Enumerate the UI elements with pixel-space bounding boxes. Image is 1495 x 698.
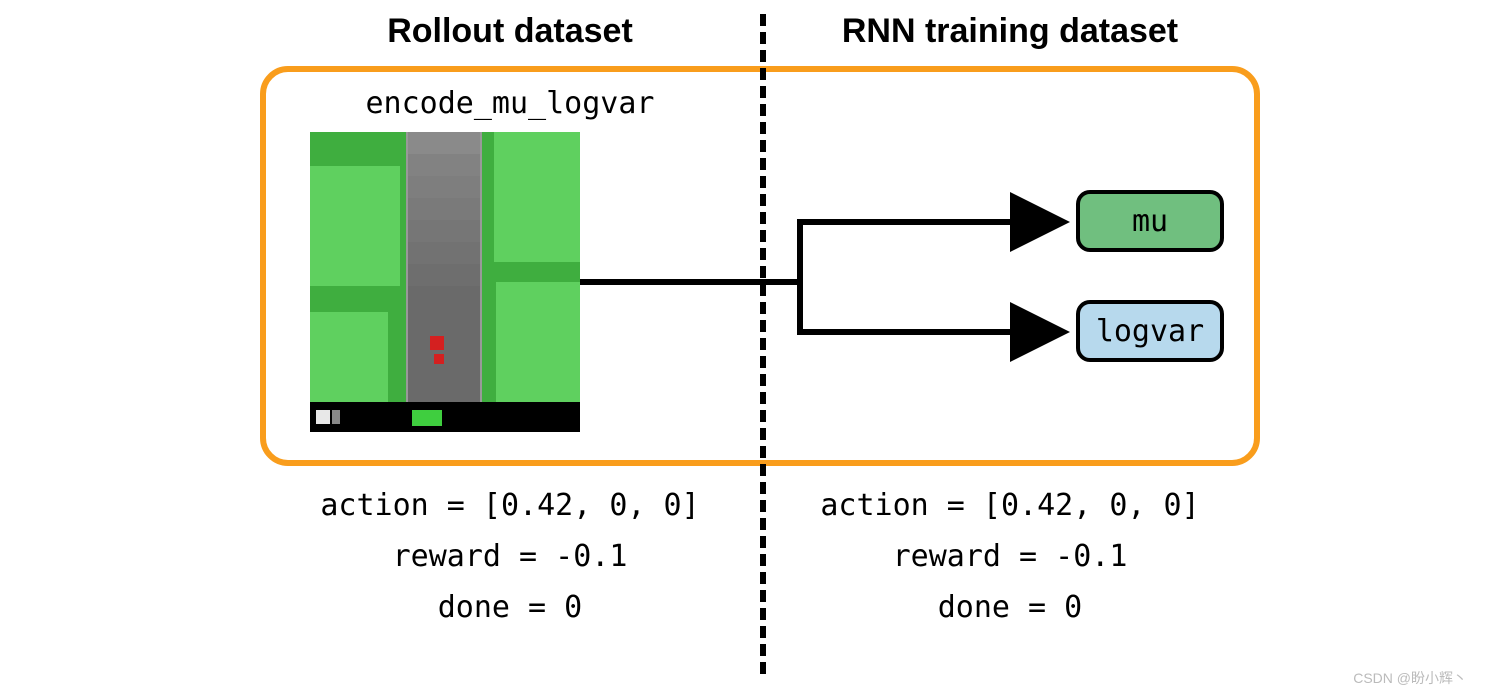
right-done: done = 0 [760,582,1260,633]
right-reward: reward = -0.1 [760,531,1260,582]
game-image [310,132,580,432]
diagram-container: Rollout dataset RNN training dataset enc… [260,0,1260,466]
encode-label: encode_mu_logvar [290,86,730,121]
left-reward: reward = -0.1 [260,531,760,582]
footer-right: action = [0.42, 0, 0] reward = -0.1 done… [760,480,1260,633]
node-logvar: logvar [1076,300,1224,362]
node-mu: mu [1076,190,1224,252]
footer-left: action = [0.42, 0, 0] reward = -0.1 done… [260,480,760,633]
footer-row: action = [0.42, 0, 0] reward = -0.1 done… [260,480,1260,633]
right-action: action = [0.42, 0, 0] [760,480,1260,531]
left-action: action = [0.42, 0, 0] [260,480,760,531]
watermark: CSDN @盼小辉丶 [1353,668,1467,688]
header-rollout: Rollout dataset [260,0,760,60]
header-rnn: RNN training dataset [760,0,1260,60]
arrow-paths [580,192,1080,392]
left-done: done = 0 [260,582,760,633]
